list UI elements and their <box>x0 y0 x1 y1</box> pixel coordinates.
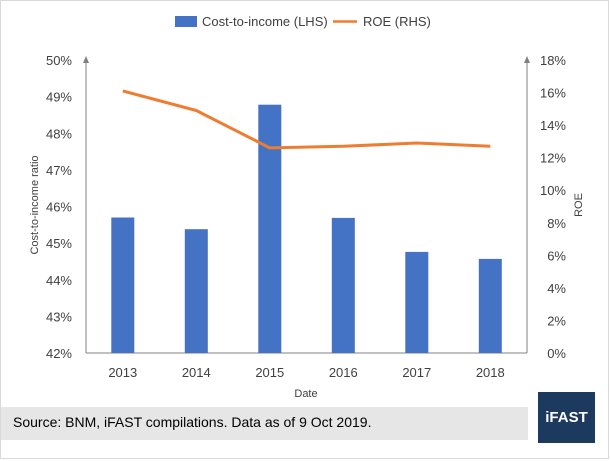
left-tick-labels: 42% 43% 44% 45% 46% 47% 48% 49% 50% <box>46 53 72 361</box>
right-tick-label: 16% <box>540 86 566 101</box>
x-axis-title: Date <box>294 388 317 400</box>
right-axis-arrow <box>524 56 530 63</box>
right-tick-label: 10% <box>540 183 566 198</box>
right-tick-label: 4% <box>547 281 566 296</box>
legend-label-roe: ROE (RHS) <box>363 14 431 29</box>
source-footer: Source: BNM, iFAST compilations. Data as… <box>1 407 528 440</box>
x-tick-label: 2014 <box>182 365 211 380</box>
legend-swatch-cost-to-income <box>175 16 197 27</box>
left-tick-label: 44% <box>46 273 72 288</box>
bar-cost-to-income-2017 <box>405 251 429 353</box>
left-tick-label: 47% <box>46 163 72 178</box>
right-tick-label: 18% <box>540 53 566 68</box>
bar-cost-to-income-2016 <box>331 217 355 353</box>
left-axis-title: Cost-to-income ratio <box>29 155 41 254</box>
x-tick-labels: 2013 2014 2015 2016 2017 2018 <box>108 365 504 380</box>
left-axis <box>83 56 89 353</box>
legend: Cost-to-income (LHS) ROE (RHS) <box>175 14 431 29</box>
line-roe <box>122 89 491 150</box>
bar-cost-to-income-2014 <box>184 229 208 353</box>
left-tick-label: 43% <box>46 309 72 324</box>
right-tick-label: 2% <box>547 313 566 328</box>
left-tick-label: 42% <box>46 346 72 361</box>
right-tick-label: 0% <box>547 346 566 361</box>
x-tick-label: 2015 <box>255 365 284 380</box>
ifast-logo: iFAST <box>538 392 595 443</box>
line-series <box>122 89 491 150</box>
right-axis-title: ROE <box>573 193 585 217</box>
right-tick-label: 14% <box>540 118 566 133</box>
bar-cost-to-income-2013 <box>111 217 135 353</box>
left-tick-label: 46% <box>46 200 72 215</box>
right-axis <box>524 56 530 353</box>
combo-chart: Cost-to-income (LHS) ROE (RHS) 2013 2014 2… <box>29 14 585 400</box>
source-note: Source: BNM, iFAST compilations. Data as… <box>13 414 372 430</box>
right-tick-label: 8% <box>547 216 566 231</box>
bar-series <box>111 104 502 353</box>
legend-label-cost-to-income: Cost-to-income (LHS) <box>202 14 328 29</box>
bar-cost-to-income-2018 <box>478 258 502 353</box>
left-tick-label: 45% <box>46 236 72 251</box>
right-tick-label: 6% <box>547 248 566 263</box>
left-axis-arrow <box>83 56 89 63</box>
left-tick-label: 50% <box>46 53 72 68</box>
right-tick-labels: 0% 2% 4% 6% 8% 10% 12% 14% 16% 18% <box>540 53 566 361</box>
x-tick-label: 2013 <box>108 365 137 380</box>
bar-cost-to-income-2015 <box>258 104 282 353</box>
x-tick-label: 2016 <box>329 365 358 380</box>
left-tick-label: 49% <box>46 90 72 105</box>
x-tick-label: 2017 <box>402 365 431 380</box>
x-tick-label: 2018 <box>476 365 505 380</box>
right-tick-label: 12% <box>540 151 566 166</box>
left-tick-label: 48% <box>46 126 72 141</box>
